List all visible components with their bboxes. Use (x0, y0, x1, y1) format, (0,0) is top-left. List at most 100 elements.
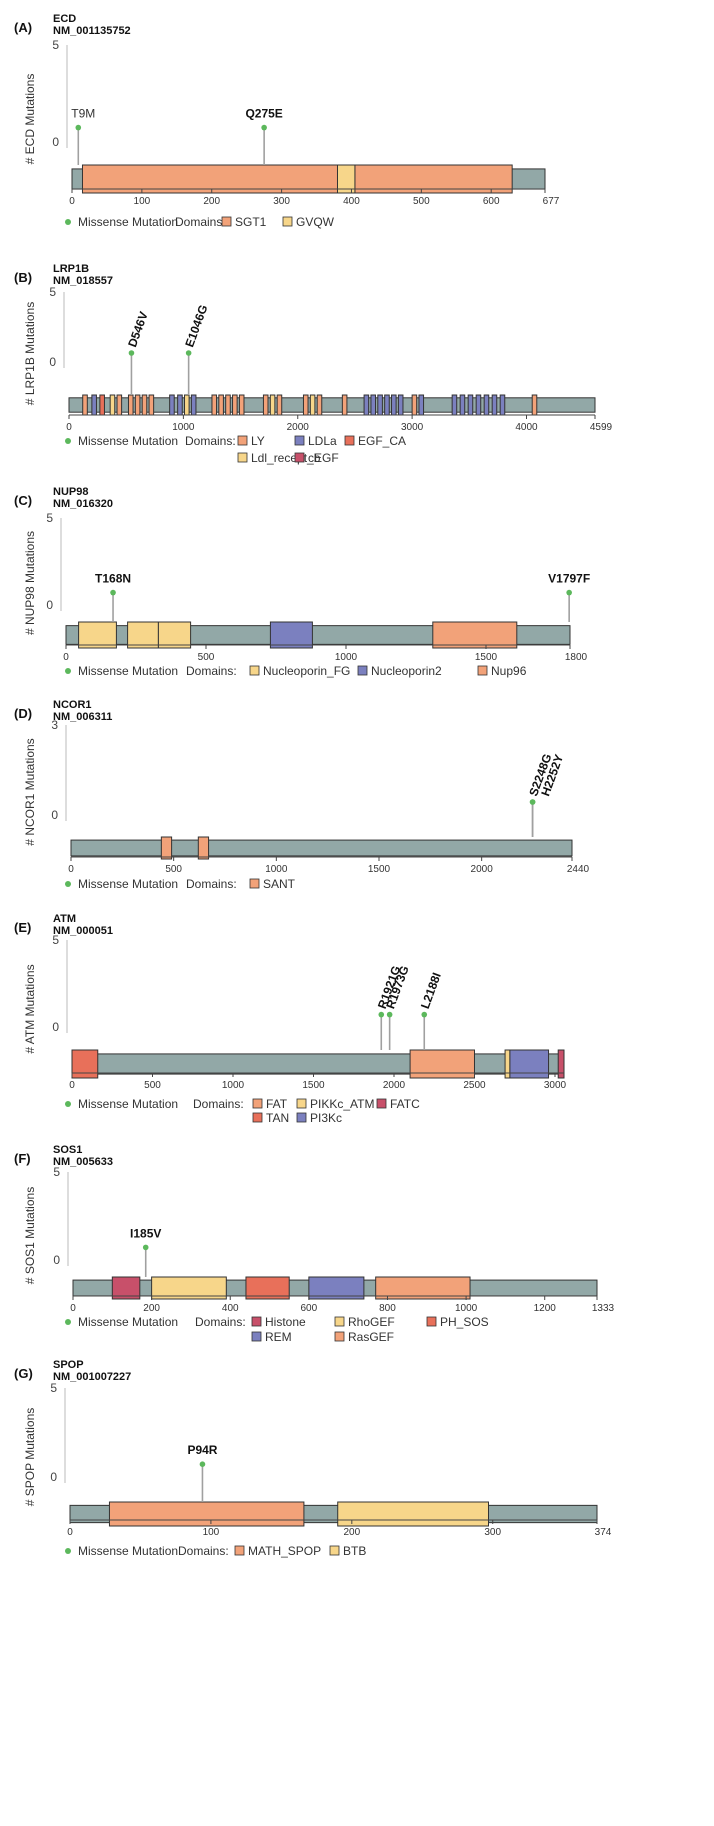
domain-ly (411, 394, 418, 416)
legend-swatch-ph-sos (426, 1316, 437, 1327)
y-tick-label: 0 (50, 1470, 57, 1484)
legend-mutation-label: Missense Mutation (78, 1097, 178, 1111)
x-tick-label: 2000 (383, 1080, 406, 1091)
domain-pikkc-atm (504, 1049, 511, 1079)
x-tick-label: 0 (67, 1527, 73, 1538)
legend-domains-label: Domains: (186, 664, 237, 678)
legend-item-label: TAN (266, 1111, 289, 1125)
domain-ldla (499, 394, 506, 416)
legend-swatch-sgt1 (221, 216, 232, 227)
x-tick-label: 600 (483, 196, 500, 207)
domain-histone (111, 1276, 141, 1300)
domain-ldla (451, 394, 458, 416)
domain-ly (127, 394, 134, 416)
gene-name: SPOP (53, 1359, 84, 1371)
y-tick-label: 5 (53, 1165, 60, 1179)
mutation-label: I185V (130, 1226, 161, 1240)
legend-item-label: EGF_CA (358, 434, 406, 448)
domain-ldla (418, 394, 425, 416)
y-axis-label: # NUP98 Mutations (23, 531, 37, 635)
legend-item-label: SANT (263, 877, 296, 891)
mutation-label: P94R (187, 1443, 217, 1457)
legend-item-label: FATC (390, 1097, 420, 1111)
x-tick-label: 0 (69, 1080, 75, 1091)
legend-swatch-pikkc-atm (296, 1098, 307, 1109)
x-tick-label: 300 (484, 1527, 501, 1538)
domain-ly (238, 394, 245, 416)
x-tick-label: 0 (68, 864, 74, 875)
x-tick-label: 1000 (335, 652, 358, 663)
transcript-id: NM_000051 (53, 925, 113, 937)
legend-swatch-rem (251, 1331, 262, 1342)
domain-sgt1 (81, 164, 338, 194)
y-tick-label: 0 (46, 598, 53, 612)
mutation-label: D546V (125, 310, 151, 349)
domain-egf-ca (99, 394, 105, 416)
domain-ldla (91, 394, 97, 416)
legend-swatch-gvqw (282, 216, 293, 227)
x-tick-label: 500 (144, 1080, 161, 1091)
mutation-point (386, 1011, 393, 1018)
domain-nucleoporin2 (269, 621, 313, 649)
mutation-point (199, 1461, 206, 1467)
legend-item-label: PH_SOS (440, 1315, 489, 1329)
domain-rem (308, 1276, 365, 1300)
domain-rasgef (375, 1276, 471, 1300)
protein-backbone (68, 397, 596, 413)
domain-ly (218, 394, 224, 416)
mutation-point (421, 1011, 428, 1018)
domain-ldla (391, 394, 397, 416)
legend-item-label: RhoGEF (348, 1315, 395, 1329)
x-tick-label: 500 (198, 652, 215, 663)
legend-swatch-nup96 (477, 665, 488, 676)
y-axis-label: # ECD Mutations (23, 74, 37, 165)
legend-swatch-tan (252, 1112, 263, 1123)
y-tick-label: 5 (52, 38, 59, 52)
x-tick-label: 2000 (287, 422, 310, 433)
mutation-label: Q275E (245, 107, 282, 121)
legend-domains-label: Domains: (193, 1097, 244, 1111)
domain-ldla (483, 394, 490, 416)
domain-ly (141, 394, 148, 416)
legend-item-label: RasGEF (348, 1330, 394, 1344)
legend-swatch-ly (237, 435, 248, 446)
transcript-id: NM_016320 (53, 498, 113, 510)
panel-label: (A) (14, 20, 32, 35)
domain-ly (82, 394, 88, 416)
y-tick-label: 5 (49, 285, 56, 299)
x-tick-label: 677 (543, 196, 560, 207)
x-tick-label: 1500 (302, 1080, 325, 1091)
legend-swatch-histone (251, 1316, 262, 1327)
mutation-point (261, 124, 267, 131)
domain-ldla (475, 394, 482, 416)
mutation-label: E1046G (182, 303, 210, 349)
legend-mutation-label: Missense Mutation (78, 1544, 178, 1558)
x-tick-label: 2500 (463, 1080, 486, 1091)
x-tick-label: 3000 (401, 422, 424, 433)
gene-name: LRP1B (53, 263, 89, 275)
y-tick-label: 5 (50, 1381, 57, 1395)
x-tick-label: 0 (69, 196, 75, 207)
domain-ly (225, 394, 231, 416)
mutation-point (378, 1011, 385, 1018)
x-tick-label: 0 (63, 652, 69, 663)
legend-mutation-label: Missense Mutation (78, 877, 178, 891)
legend-mutation-dot (65, 438, 71, 444)
mutation-point (110, 589, 116, 596)
mutation-point (566, 589, 572, 596)
domain-ldl-recept-b (309, 394, 316, 416)
x-tick-label: 500 (165, 864, 182, 875)
legend-swatch-rasgef (334, 1331, 345, 1342)
y-tick-label: 5 (46, 511, 53, 525)
x-tick-label: 500 (413, 196, 430, 207)
domain-ly (262, 394, 269, 416)
y-tick-label: 3 (51, 718, 58, 732)
transcript-id: NM_001135752 (53, 25, 131, 37)
x-tick-label: 1000 (222, 1080, 245, 1091)
domain-ly (148, 394, 155, 416)
